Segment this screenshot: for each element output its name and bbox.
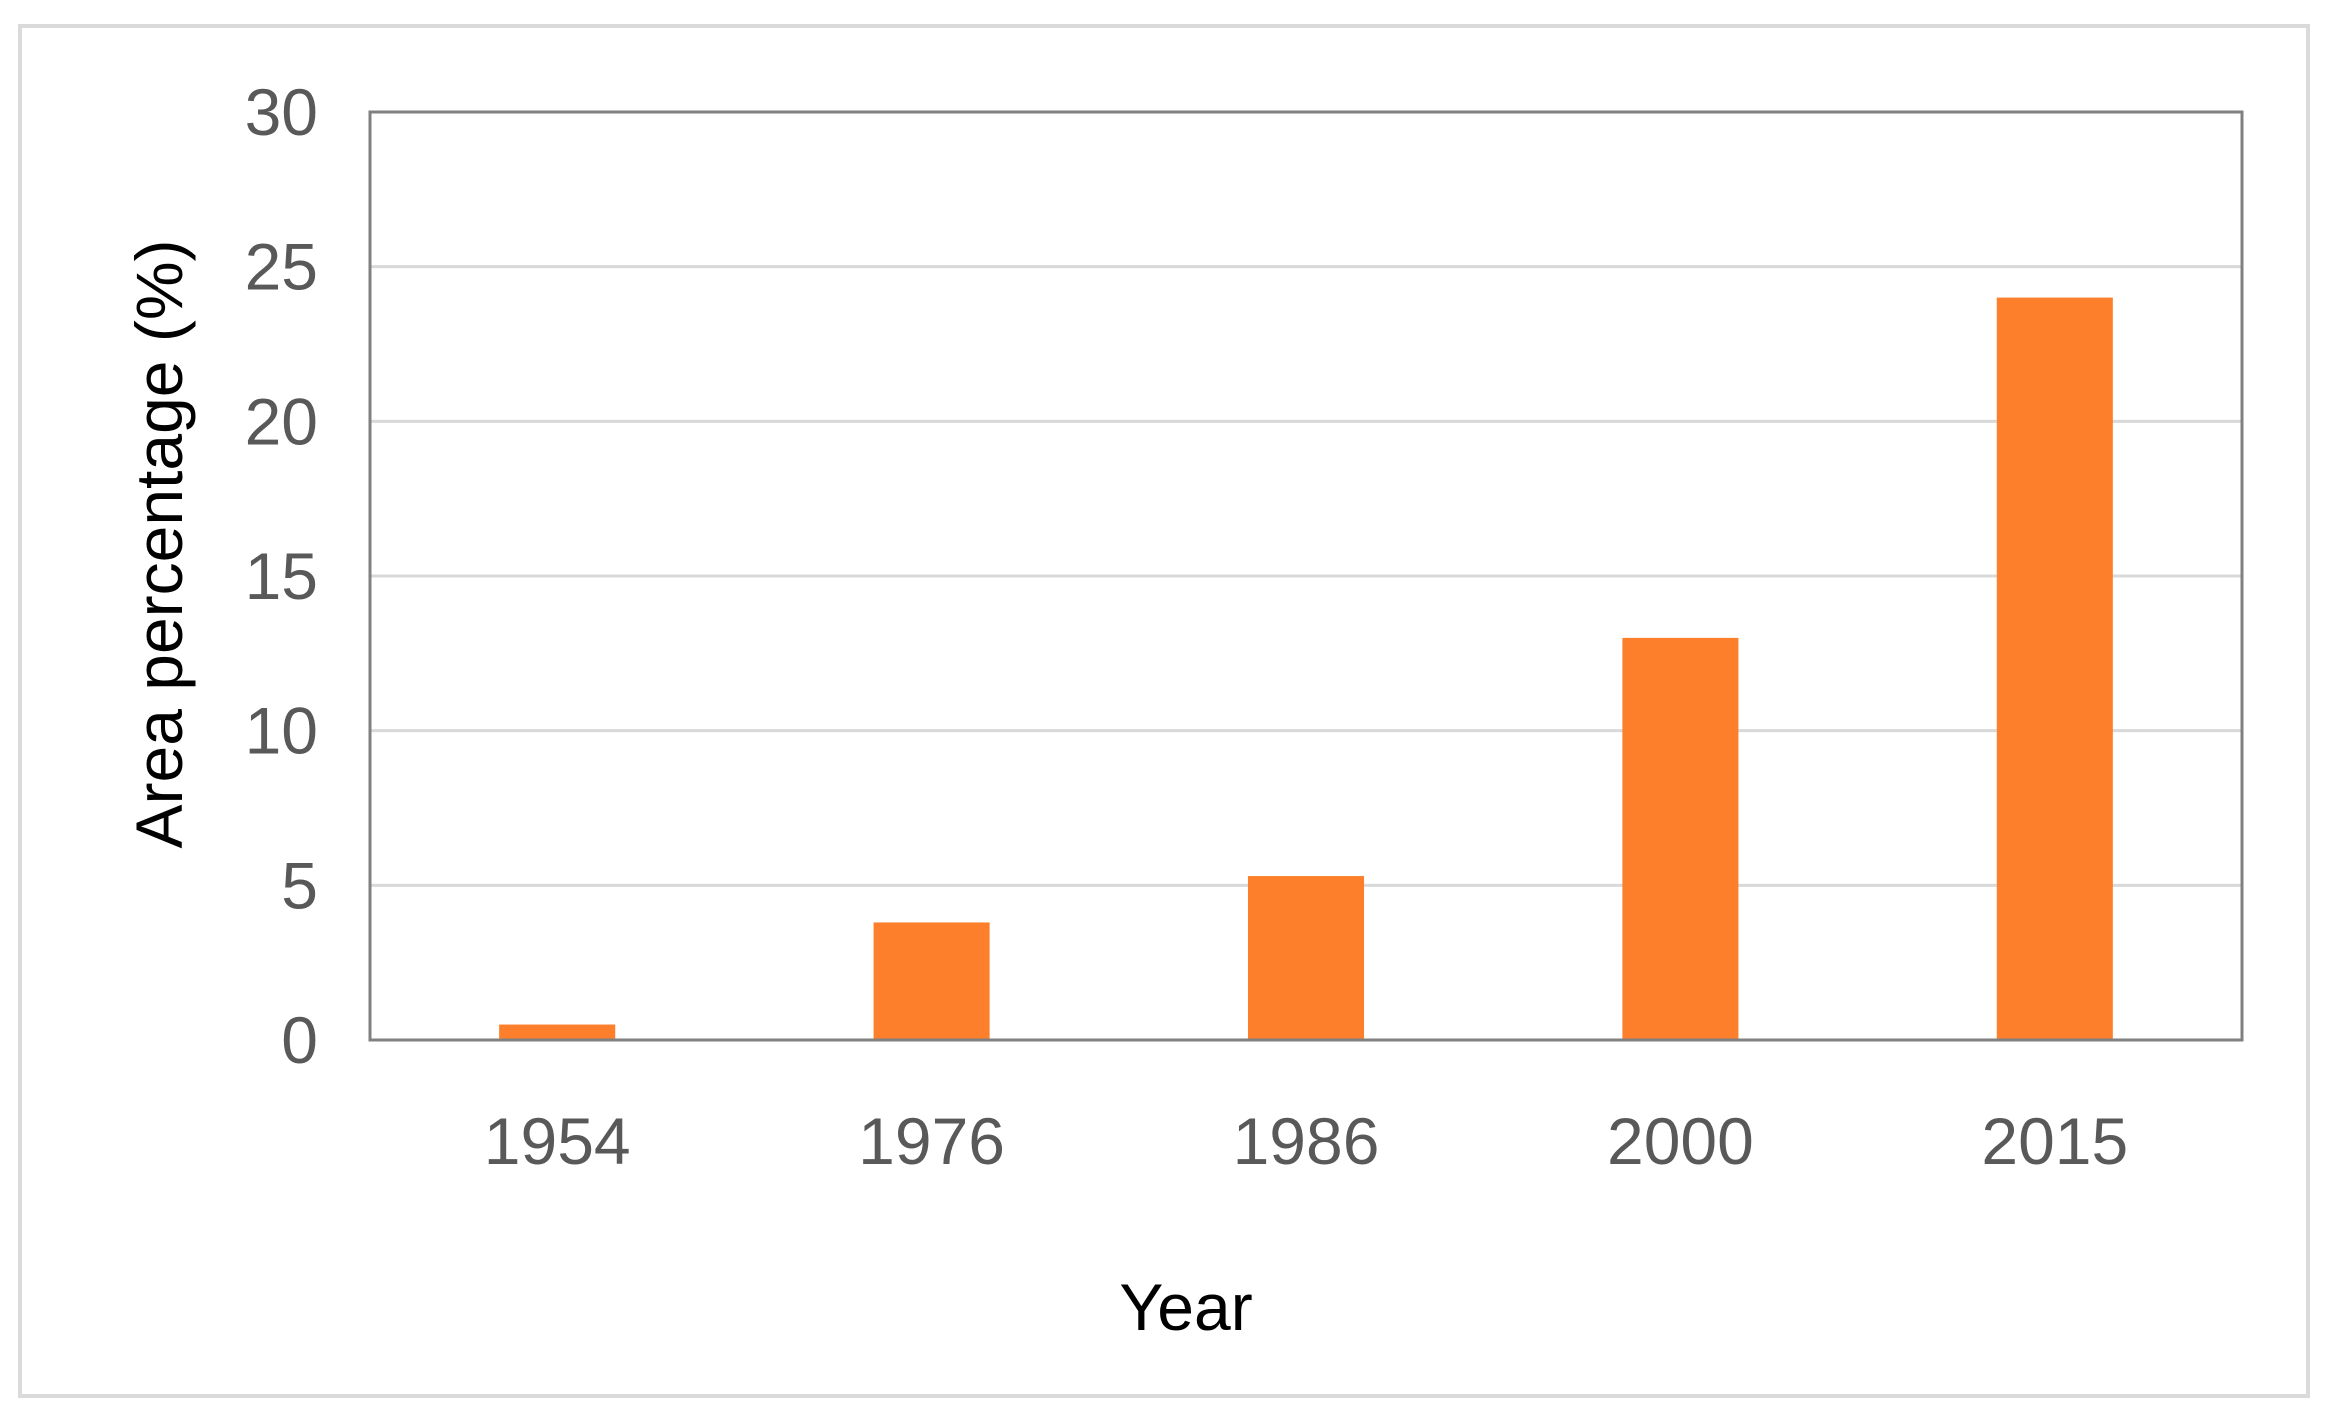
chart-frame (18, 24, 2310, 1398)
x-tick-label: 2015 (1981, 1104, 2128, 1178)
y-tick-label: 20 (245, 384, 318, 458)
y-axis-tick-labels: 0 5 10 15 20 25 30 (245, 75, 318, 1077)
x-tick-label: 1986 (1233, 1104, 1380, 1178)
x-tick-label: 1954 (484, 1104, 631, 1178)
bar-1986 (1247, 876, 1365, 1040)
bar-1954 (499, 1024, 616, 1040)
y-tick-label: 10 (245, 694, 318, 768)
y-tick-label: 25 (245, 230, 318, 304)
y-axis-title: Area percentage (%) (122, 240, 196, 849)
y-tick-label: 5 (281, 848, 318, 922)
plot-area-border (368, 110, 2244, 1042)
bar-1976 (873, 922, 990, 1040)
bar-2000 (1622, 637, 1739, 1040)
x-tick-label: 1976 (858, 1104, 1005, 1178)
bars (499, 297, 2113, 1041)
y-tick-label: 0 (281, 1003, 318, 1077)
y-tick-label: 30 (245, 75, 318, 149)
x-axis-tick-labels: 1954 1976 1986 2000 2015 (484, 1104, 2128, 1178)
x-axis-title: Year (1119, 1270, 1252, 1344)
y-tick-label: 15 (245, 539, 318, 613)
x-tick-label: 2000 (1607, 1104, 1754, 1178)
gridlines (370, 265, 2242, 887)
bar-2015 (1996, 297, 2113, 1041)
